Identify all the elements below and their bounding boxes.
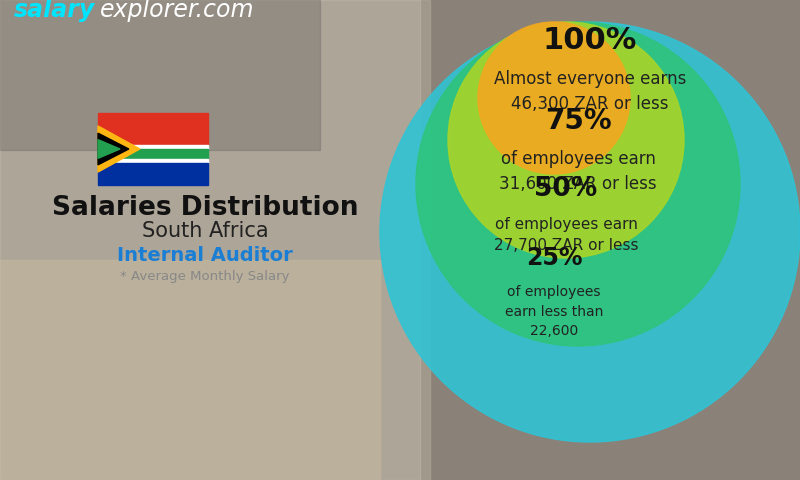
Text: of employees earn
27,700 ZAR or less: of employees earn 27,700 ZAR or less [494, 217, 638, 253]
Text: of employees
earn less than
22,600: of employees earn less than 22,600 [505, 285, 603, 338]
Text: South Africa: South Africa [142, 221, 268, 241]
Text: Salaries Distribution: Salaries Distribution [52, 195, 358, 221]
Polygon shape [98, 133, 129, 165]
Bar [0, 0, 430, 480]
Text: 50%: 50% [534, 176, 598, 202]
Polygon shape [98, 140, 120, 158]
Text: salary: salary [14, 0, 95, 22]
Circle shape [478, 22, 630, 174]
Text: Almost everyone earns
46,300 ZAR or less: Almost everyone earns 46,300 ZAR or less [494, 70, 686, 113]
Circle shape [380, 22, 800, 442]
Circle shape [448, 22, 684, 258]
Circle shape [416, 22, 740, 346]
Bar [98, 113, 208, 145]
Text: * Average Monthly Salary: * Average Monthly Salary [120, 270, 290, 283]
Bar [98, 163, 208, 185]
Text: 100%: 100% [543, 26, 637, 55]
Text: Internal Auditor: Internal Auditor [117, 246, 293, 265]
Bar [0, 0, 320, 150]
Bar [98, 149, 208, 159]
Bar [0, 260, 380, 480]
Bar [0, 0, 420, 480]
Bar [98, 145, 208, 149]
Text: 25%: 25% [526, 246, 582, 270]
Text: explorer.com: explorer.com [100, 0, 254, 22]
Polygon shape [98, 126, 140, 172]
Bar [98, 159, 208, 163]
Text: of employees earn
31,600 ZAR or less: of employees earn 31,600 ZAR or less [499, 150, 657, 193]
Text: 75%: 75% [545, 107, 611, 135]
